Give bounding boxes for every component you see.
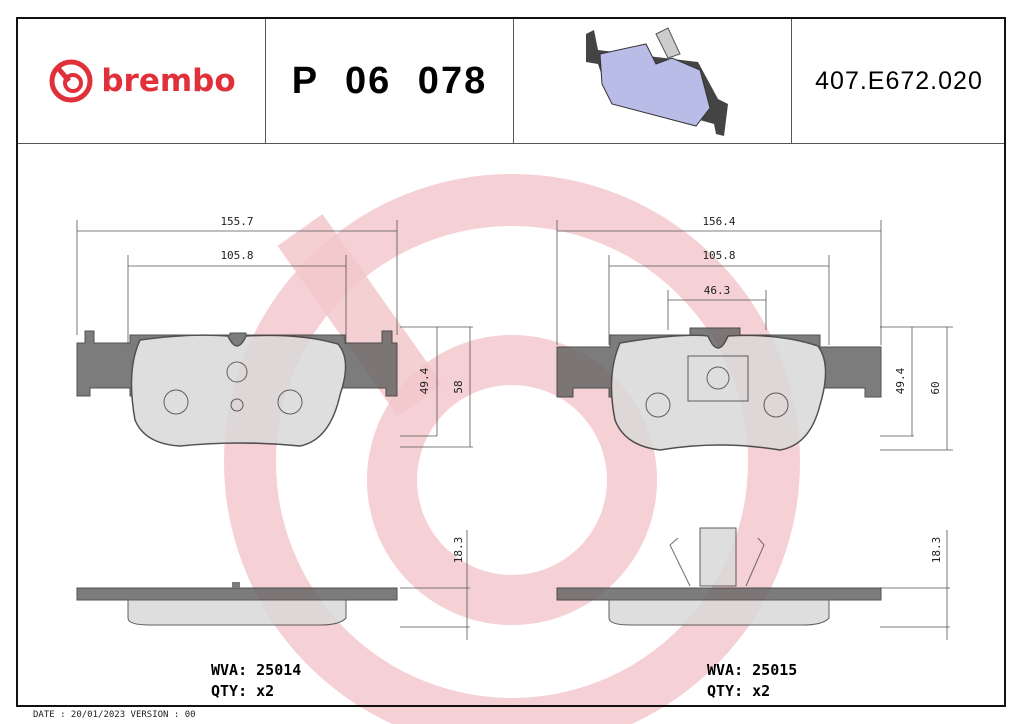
pad-side-right [556, 527, 882, 626]
qty-left: QTY: x2 [211, 682, 275, 700]
wva-left: WVA: 25014 [211, 661, 302, 679]
pad-front-left [76, 330, 398, 447]
drawing-frame: brembo P 06 078 407.E672.020 [16, 17, 1006, 707]
brand-logo: brembo [18, 19, 266, 143]
dim-width-left: 155.7 [220, 215, 253, 228]
pad-front-right [556, 327, 882, 451]
dim-thick-left: 18.3 [452, 537, 465, 564]
date-version: DATE : 20/01/2023 VERSION : 00 [33, 710, 196, 720]
dim-width-right: 156.4 [702, 215, 735, 228]
reference-code: 407.E672.020 [815, 66, 983, 95]
dim-inner-left: 105.8 [220, 249, 253, 262]
pad-side-left [76, 582, 398, 626]
wva-right: WVA: 25015 [707, 661, 798, 679]
dim-inner-right: 105.8 [702, 249, 735, 262]
dim-sensor-right: 46.3 [704, 284, 731, 297]
dim-h2-left: 58 [452, 380, 465, 393]
dim-thick-right: 18.3 [930, 537, 943, 564]
dim-h2-right: 60 [929, 381, 942, 394]
dim-h1-right: 49.4 [894, 367, 907, 394]
brand-name: brembo [101, 63, 236, 99]
brembo-logo-icon [49, 59, 93, 103]
qty-right: QTY: x2 [707, 682, 771, 700]
pad-3d-image [514, 19, 792, 143]
dim-h1-left: 49.4 [418, 367, 431, 394]
part-number: P 06 078 [266, 19, 514, 143]
